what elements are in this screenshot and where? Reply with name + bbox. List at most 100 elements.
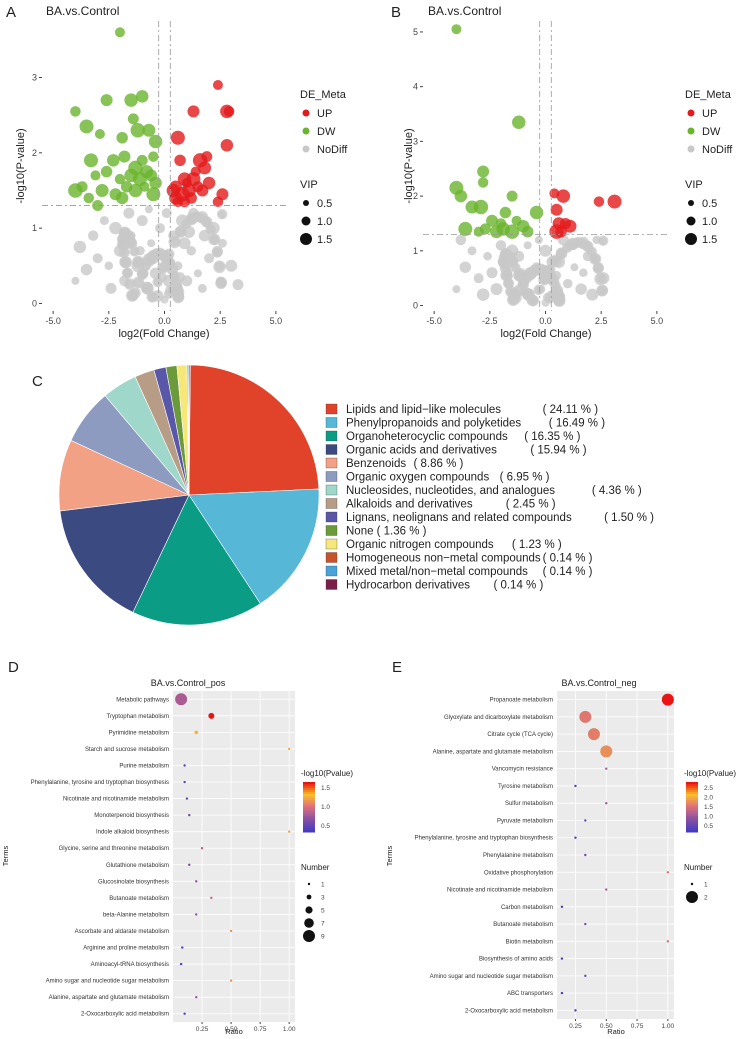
legend-label: UP — [702, 108, 717, 120]
term-dot — [229, 929, 233, 933]
nodiff-point — [534, 235, 543, 244]
legend-swatch — [325, 511, 338, 523]
term-label: Nicotinate and nicotinamide metabolism — [447, 888, 553, 894]
nodiff-point — [552, 270, 562, 280]
term-label: Glucosinolate biosynthesis — [98, 879, 169, 885]
legend-swatch — [325, 498, 338, 509]
term-dot — [605, 802, 608, 805]
legend-percent: ( 8.86 % ) — [414, 458, 464, 470]
color-bar-segment — [303, 808, 315, 811]
term-dot — [195, 913, 198, 916]
nodiff-point — [455, 234, 467, 246]
nodiff-point — [105, 282, 117, 294]
nodiff-point — [575, 283, 587, 295]
nodiff-point — [531, 262, 542, 273]
panel-e-title: BA.vs.Control_neg — [561, 678, 636, 688]
panel-b-x-label: log2(Fold Change) — [500, 328, 591, 340]
term-dot — [183, 1012, 186, 1015]
nodiff-point — [597, 272, 610, 285]
nodiff-point — [119, 275, 130, 287]
term-label: Citrate cycle (TCA cycle) — [487, 732, 553, 738]
term-dot — [587, 728, 600, 741]
up-point — [607, 194, 622, 209]
nodiff-point — [452, 285, 461, 294]
color-bar-segment — [303, 822, 315, 825]
panel-c: C Lipids and lipid−like molecules ( 24.11… — [32, 364, 654, 626]
term-label: Nicotinate and nicotinamide metabolism — [63, 797, 169, 803]
nodiff-point — [563, 278, 573, 289]
dw-point — [100, 94, 113, 107]
legend-label: Nucleosides, nucleotides, and analogues — [346, 485, 555, 497]
nodiff-point — [523, 241, 532, 250]
legend-label: Lignans, neolignans and related compound… — [346, 512, 572, 524]
term-dot — [229, 979, 233, 982]
color-bar-segment — [303, 806, 315, 809]
nodiff-point — [213, 260, 226, 274]
dw-point — [118, 150, 131, 163]
term-label: beta-Alanine metabolism — [103, 912, 169, 918]
x-tick-label: 0.0 — [539, 316, 552, 326]
up-point — [187, 105, 200, 118]
nodiff-point — [99, 216, 109, 226]
dw-point — [100, 165, 113, 178]
up-point — [186, 172, 201, 187]
color-bar-segment — [686, 806, 698, 809]
term-label: Ascorbate and aldarate metabolism — [75, 929, 169, 935]
term-label: Propanoate metabolism — [490, 698, 553, 704]
vip-label: 0.5 — [317, 198, 332, 210]
nodiff-point — [483, 252, 492, 261]
legend-swatch — [325, 444, 338, 455]
panel-a-y-ticks: 0 1 2 3 — [32, 72, 42, 308]
size-label: 9 — [321, 934, 325, 941]
term-label: Glycine, serine and threonine metabolism — [59, 846, 169, 852]
nodiff-point — [207, 221, 220, 235]
nodiff-point — [546, 256, 558, 268]
panel-e: E BA.vs.Control_neg Propanoate metabolis… — [385, 659, 736, 1036]
term-label: 2-Oxocarboxylic acid metabolism — [465, 1008, 553, 1014]
x-tick-label: 5.0 — [270, 316, 283, 326]
panel-e-grid — [557, 691, 674, 1019]
term-label: Monoterpenoid biosynthesis — [94, 813, 169, 819]
dw-point — [135, 90, 149, 103]
nodiff-point — [135, 245, 145, 256]
dw-point — [128, 183, 143, 198]
nodiff-point — [168, 230, 179, 241]
size-swatch — [306, 894, 312, 900]
term-label: Phenylalanine, tyrosine and tryptophan b… — [415, 836, 553, 842]
term-label: Oxidative phosphorylation — [484, 870, 553, 876]
term-dot — [666, 871, 670, 874]
nodiff-point — [467, 246, 477, 256]
term-dot — [195, 995, 198, 999]
nodiff-point — [152, 290, 164, 302]
up-point — [202, 176, 216, 190]
nodiff-point — [592, 262, 604, 274]
size-swatch — [686, 891, 698, 903]
nodiff-point — [176, 214, 189, 227]
dw-point — [84, 153, 98, 168]
x-tick-label: 1.00 — [283, 1026, 296, 1033]
color-tick-label: 0.5 — [704, 823, 713, 830]
nodiff-point — [104, 261, 114, 271]
nodiff-point — [217, 210, 226, 219]
legend-percent: ( 0.14 % ) — [543, 553, 593, 565]
size-swatch — [305, 906, 313, 914]
panel-a-x-label: log2(Fold Change) — [118, 328, 209, 340]
dw-point — [127, 113, 139, 125]
x-tick-label: 0.75 — [254, 1026, 267, 1033]
legend-label: Hydrocarbon derivatives — [346, 580, 470, 592]
size-label: 5 — [321, 908, 325, 915]
y-tick-label: 4 — [413, 82, 418, 92]
nodiff-point — [570, 263, 579, 272]
panel-d-letter: D — [8, 659, 19, 676]
nodiff-point — [133, 278, 144, 288]
dw-point — [454, 189, 468, 203]
color-bar-segment — [686, 808, 698, 811]
nodiff-point — [183, 225, 195, 238]
legend-label: DW — [702, 126, 721, 138]
y-tick-label: 0 — [32, 298, 37, 308]
color-bar-segment — [303, 810, 315, 813]
panel-b-thresholds — [423, 21, 668, 311]
nodiff-point — [147, 252, 160, 265]
term-dot — [185, 797, 189, 800]
